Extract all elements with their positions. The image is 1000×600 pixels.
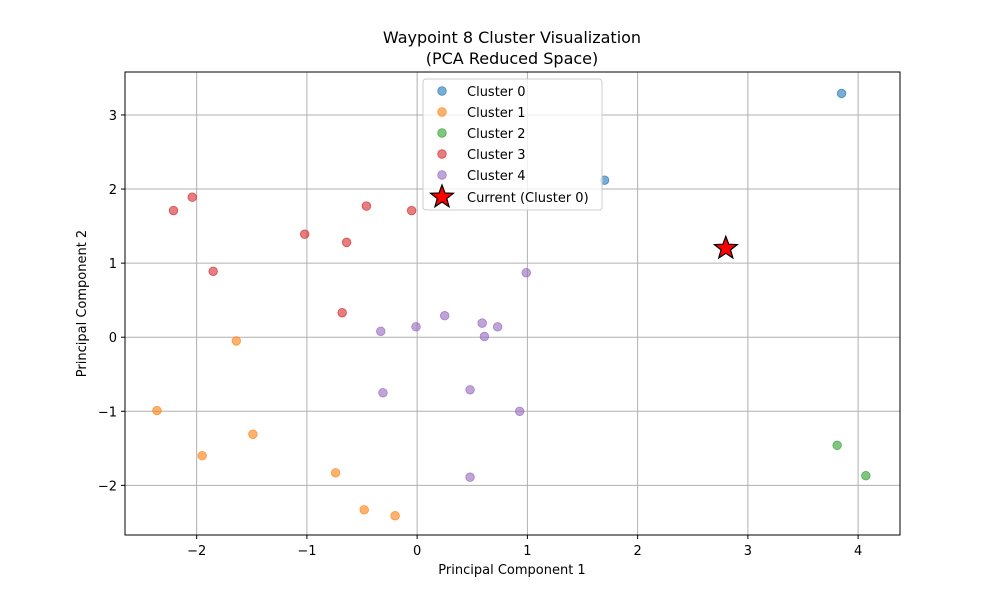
x-tick-label: −2 [187,544,206,559]
axis-ticks: −2 −1 0 1 2 3 4 −2 −1 0 1 2 3 [98,109,862,559]
x-tick-label: 3 [744,544,752,559]
data-point [477,318,487,328]
x-tick-label: 2 [633,544,641,559]
legend-box [422,78,603,211]
x-tick-label: 1 [523,544,531,559]
data-point [231,336,242,346]
legend-label: Cluster 0 [467,85,526,100]
chart-title-line1: Waypoint 8 Cluster Visualization [383,28,641,47]
data-point [406,205,417,216]
data-point [208,266,218,276]
data-point [378,388,388,398]
data-point [361,201,372,211]
data-point [168,205,179,216]
data-point [514,406,525,416]
data-point [861,471,871,481]
data-point [197,451,207,461]
y-tick-label: 2 [109,183,117,198]
data-point [337,308,347,318]
x-tick-label: −1 [297,544,316,559]
data-point [440,311,450,321]
data-point [479,331,490,342]
y-tick-label: −2 [98,479,117,494]
x-axis-label: Principal Component 1 [438,563,585,578]
chart-title-line2: (PCA Reduced Space) [426,49,599,68]
data-point [341,237,352,248]
data-point [832,440,842,451]
data-point [492,322,503,332]
data-points [152,88,871,521]
legend-star-icon [428,183,456,209]
data-point [465,472,475,482]
y-axis-label: Principal Component 2 [75,230,90,377]
current-position-star [712,234,739,260]
legend-label: Cluster 2 [467,127,526,142]
data-point [836,88,847,99]
legend-label: Cluster 3 [467,148,526,163]
data-point [152,405,162,416]
data-point [299,229,310,239]
data-point [376,326,386,336]
y-tick-label: −1 [98,405,117,420]
data-point [248,429,258,439]
legend-marker [437,86,447,96]
legend-marker [437,107,447,117]
data-point [330,468,341,478]
x-tick-label: 0 [413,544,421,559]
legend-marker [437,149,447,159]
data-point [411,322,421,332]
data-point [465,385,475,395]
x-tick-label: 4 [854,544,862,559]
legend-label: Current (Cluster 0) [467,191,589,206]
legend: Cluster 0 Cluster 1 Cluster 2 Cluster 3 Clus… [422,78,603,211]
plot-area-frame [124,71,901,536]
legend-marker [437,128,447,138]
legend-marker [437,170,447,180]
y-tick-label: 3 [109,109,117,124]
data-point [390,511,400,521]
y-tick-label: 1 [109,257,117,272]
legend-label: Cluster 1 [467,106,526,121]
legend-label: Cluster 4 [467,169,526,184]
data-point [187,192,197,202]
data-point [359,505,369,515]
y-tick-label: 0 [109,331,117,346]
data-point [521,268,531,278]
